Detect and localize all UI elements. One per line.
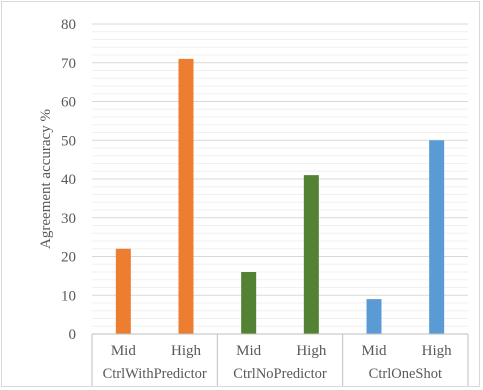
x-tick-label: Mid <box>111 343 137 359</box>
bar-CtrlWithPredictor-High <box>178 58 194 334</box>
bar-CtrlNoPredictor-High <box>303 175 319 334</box>
y-tick-label: 70 <box>61 56 76 72</box>
y-axis-ticks: 0 10 20 30 40 50 60 70 80 <box>61 17 76 343</box>
x-tick-label: High <box>296 343 327 359</box>
y-tick-label: 60 <box>61 95 76 111</box>
group-label: CtrlNoPredictor <box>233 366 327 382</box>
bar-CtrlOneShot-Mid <box>366 299 382 334</box>
bar-CtrlWithPredictor-Mid <box>115 248 131 334</box>
y-tick-label: 40 <box>61 172 76 188</box>
y-tick-label: 30 <box>61 211 76 227</box>
bar-CtrlNoPredictor-Mid <box>241 272 257 334</box>
bar-CtrlOneShot-High <box>429 140 445 334</box>
group-label: CtrlWithPredictor <box>103 366 207 382</box>
y-tick-label: 0 <box>69 327 77 343</box>
y-axis-label: Agreement accuracy % <box>38 109 54 249</box>
x-axis <box>91 333 469 386</box>
y-tick-label: 20 <box>61 250 76 266</box>
y-tick-label: 10 <box>61 288 76 304</box>
bars <box>115 58 445 334</box>
x-tick-label: Mid <box>236 343 262 359</box>
x-tick-label: Mid <box>361 343 387 359</box>
x-tick-label: High <box>422 343 453 359</box>
x-tick-label: High <box>171 343 202 359</box>
group-label: CtrlOneShot <box>369 366 442 382</box>
y-tick-label: 50 <box>61 133 76 149</box>
y-tick-label: 80 <box>61 17 76 33</box>
x-axis-labels: Mid High CtrlWithPredictor Mid High CtrlNoPre… <box>103 343 453 382</box>
gridlines <box>92 23 468 327</box>
